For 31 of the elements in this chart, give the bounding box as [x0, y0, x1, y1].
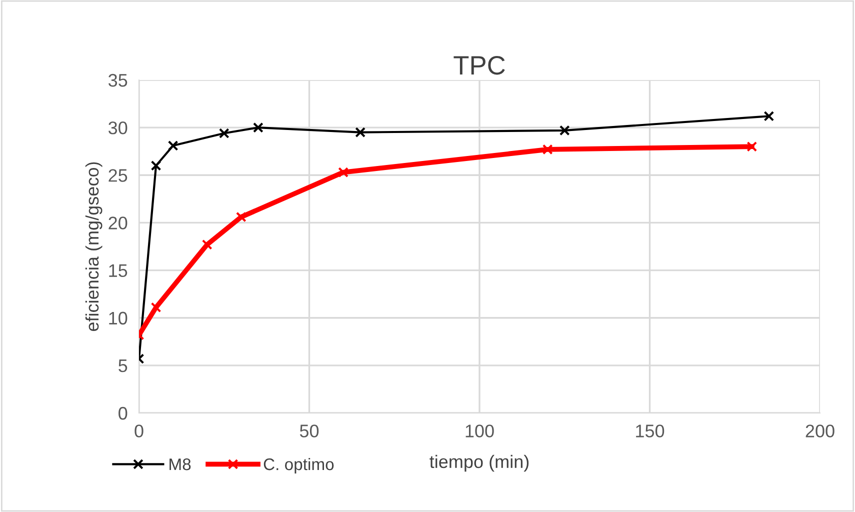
y-tick-label: 30 [108, 122, 128, 134]
point [150, 160, 162, 171]
chart-title: TPC [454, 56, 505, 75]
point [764, 110, 774, 122]
point [252, 122, 264, 133]
y-tick-label: 10 [109, 312, 128, 325]
y-tick-label: 20 [108, 216, 128, 230]
point [542, 144, 553, 155]
x-tick-label: 150 [636, 424, 664, 438]
point [202, 239, 212, 250]
point [236, 212, 246, 222]
point [150, 302, 162, 313]
y-axis-title: eficiencia (mg/gseco) [85, 162, 102, 332]
y-tick-label: 15 [109, 264, 128, 278]
x-axis-title: tiempo (min) [430, 454, 529, 472]
legend-label: M8 [170, 458, 191, 470]
x-tick-label: 100 [466, 424, 494, 438]
point [338, 167, 349, 178]
x-tick-label: 0 [134, 424, 144, 438]
point [559, 125, 570, 136]
point [218, 128, 230, 138]
x-tick-label: 50 [300, 424, 319, 438]
y-tick-label: 25 [108, 169, 128, 182]
y-tick-label: 0 [118, 406, 128, 420]
x-tick-label: 200 [806, 424, 834, 438]
y-tick-label: 5 [118, 360, 128, 372]
point [746, 141, 758, 152]
legend-label: C. optimo [264, 458, 334, 474]
point [355, 127, 366, 138]
y-tick-label: 35 [108, 74, 128, 87]
point [168, 140, 178, 151]
